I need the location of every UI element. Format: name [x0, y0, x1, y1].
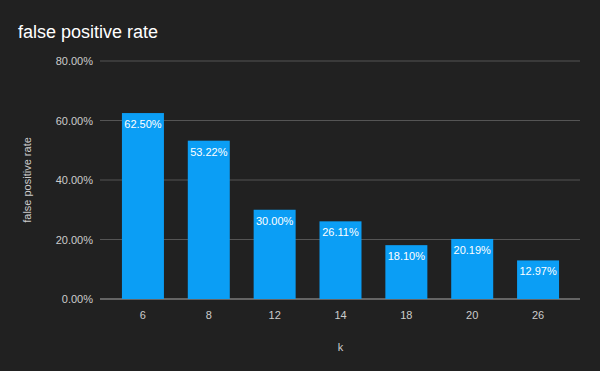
bar — [517, 260, 559, 299]
y-tick-label: 60.00% — [56, 115, 94, 127]
y-tick-label: 40.00% — [56, 174, 94, 186]
chart-svg: false positive rate 0.00% 20.00% 40.00% 60.0… — [0, 0, 600, 371]
data-label: 53.22% — [190, 146, 228, 158]
grid-line — [100, 180, 580, 181]
data-label: 26.11% — [322, 226, 359, 238]
x-tick-label: 20 — [466, 309, 478, 321]
y-axis-label: false positive rate — [21, 137, 33, 223]
y-tick-label: 20.00% — [56, 234, 94, 246]
background — [0, 0, 600, 371]
x-tick-label: 8 — [206, 309, 212, 321]
chart-container: false positive rate 0.00% 20.00% 40.00% 60.0… — [0, 0, 600, 371]
bar — [385, 245, 427, 299]
bar — [451, 239, 493, 299]
x-tick-label: 14 — [334, 309, 346, 321]
x-tick-label: 12 — [269, 309, 281, 321]
y-tick-label: 80.00% — [56, 55, 94, 67]
bar — [122, 113, 164, 299]
data-label: 20.19% — [454, 244, 492, 256]
x-tick-label: 6 — [140, 309, 146, 321]
data-label: 12.97% — [519, 265, 557, 277]
bar — [254, 210, 296, 299]
data-label: 18.10% — [388, 250, 426, 262]
title: false positive rate — [18, 22, 158, 42]
bar — [188, 141, 230, 299]
y-tick-label: 0.00% — [62, 293, 93, 305]
bar — [320, 221, 362, 299]
x-axis-label: k — [338, 341, 344, 353]
x-tick-label: 18 — [400, 309, 412, 321]
bars — [122, 113, 559, 299]
grid-line — [100, 61, 580, 62]
data-label: 30.00% — [256, 215, 294, 227]
x-tick-label: 26 — [532, 309, 544, 321]
data-label: 62.50% — [124, 118, 162, 130]
grid-line — [100, 120, 580, 121]
